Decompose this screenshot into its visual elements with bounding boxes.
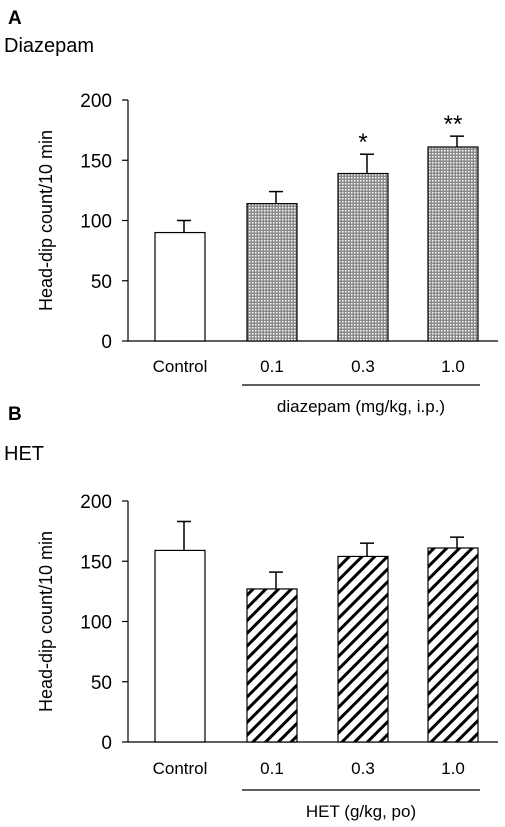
y-axis-label: Head-dip count/10 min (36, 531, 56, 712)
category-label: 0.1 (260, 357, 284, 376)
bar (246, 588, 298, 743)
y-tick-label: 50 (91, 272, 112, 293)
category-label: 0.3 (351, 759, 375, 778)
bar (427, 547, 479, 743)
group-label: HET (g/kg, po) (306, 802, 416, 821)
category-label: 0.3 (351, 357, 375, 376)
y-tick-label: 0 (101, 733, 112, 754)
bar (154, 549, 206, 743)
bar (246, 203, 298, 342)
bar (427, 146, 479, 342)
y-tick-label: 200 (80, 492, 112, 513)
category-label: 1.0 (441, 759, 465, 778)
panel-title: HET (4, 443, 44, 465)
bar (337, 172, 389, 342)
category-label: 0.1 (260, 759, 284, 778)
y-tick-label: 100 (80, 212, 112, 233)
group-label: diazepam (mg/kg, i.p.) (277, 397, 445, 416)
bar (154, 231, 206, 342)
panel-title: Diazepam (4, 35, 94, 57)
y-tick-label: 200 (80, 91, 112, 112)
y-tick-label: 150 (80, 151, 112, 172)
y-tick-label: 150 (80, 552, 112, 573)
y-tick-label: 50 (91, 673, 112, 694)
y-tick-label: 100 (80, 613, 112, 634)
significance-mark: ** (444, 111, 463, 138)
y-axis-label: Head-dip count/10 min (36, 130, 56, 311)
category-label: Control (153, 357, 208, 376)
category-label: Control (153, 759, 208, 778)
y-tick-label: 0 (101, 332, 112, 353)
category-label: 1.0 (441, 357, 465, 376)
panel-label: A (8, 8, 22, 29)
significance-mark: * (358, 129, 367, 156)
panel-label: B (8, 404, 22, 425)
bar (337, 555, 389, 743)
